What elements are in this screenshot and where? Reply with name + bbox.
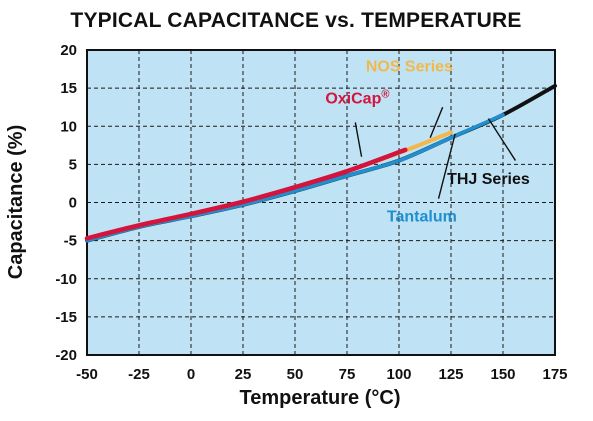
y-tick-label: -10	[55, 271, 77, 288]
y-tick-label: 15	[60, 80, 77, 97]
plot-frame	[86, 49, 556, 356]
y-tick-label: 10	[60, 118, 77, 135]
x-tick-label: 50	[287, 366, 304, 383]
y-axis-label: Capacitance (%)	[5, 125, 27, 280]
y-tick-label: -15	[55, 309, 77, 326]
y-tick-label: 0	[69, 195, 77, 212]
y-tick-label: -5	[64, 233, 77, 250]
annotation-layer: NOS Series OxiCap® THJ Series Tantalum	[325, 58, 530, 225]
x-tick-label: 75	[339, 366, 356, 383]
y-tick-label: 5	[69, 156, 77, 173]
x-tick-label: 175	[542, 366, 567, 383]
series-label-oxicap: OxiCap®	[325, 88, 389, 107]
series-layer	[84, 83, 557, 243]
x-tick-label: 150	[490, 366, 515, 383]
x-tick-label: 25	[235, 366, 252, 383]
y-tick-label: 20	[60, 42, 77, 59]
leader-line-nos-series	[429, 106, 444, 138]
series-line-oxicap	[84, 147, 408, 241]
series-label-thj-series: THJ Series	[447, 171, 530, 188]
chart-title: TYPICAL CAPACITANCE vs. TEMPERATURE	[70, 9, 521, 32]
leader-line-thj-series	[487, 118, 517, 161]
leader-line-tantalum	[437, 133, 456, 199]
series-label-tantalum: Tantalum	[387, 209, 457, 226]
leader-line-oxicap	[354, 122, 363, 157]
x-axis-label: Temperature (°C)	[240, 387, 401, 409]
series-label-nos-series: NOS Series	[366, 58, 453, 75]
y-tick-label: -20	[55, 347, 77, 364]
x-tick-label: 0	[187, 366, 195, 383]
x-tick-label: -25	[128, 366, 150, 383]
x-tick-label: 100	[386, 366, 411, 383]
x-tick-label: 125	[438, 366, 463, 383]
grid-lines	[86, 49, 556, 356]
x-tick-label: -50	[76, 366, 98, 383]
series-label-superscript: ®	[381, 88, 389, 100]
